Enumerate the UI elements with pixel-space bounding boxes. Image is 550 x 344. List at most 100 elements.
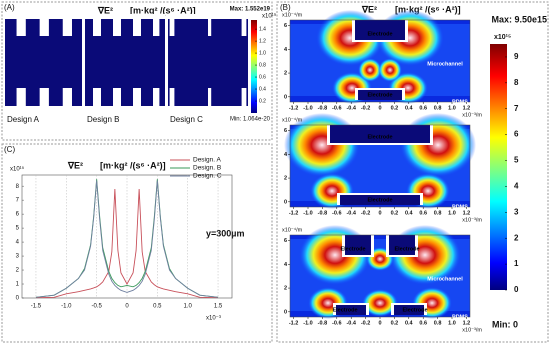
electrode (208, 88, 212, 112)
colorbar-tick-label: 0 (514, 285, 519, 294)
region-label: Electrode (367, 134, 392, 140)
region-label: Microchannel (427, 61, 463, 67)
x-tick-label: -1.2 (289, 105, 298, 111)
electrode-bar (85, 106, 165, 112)
y-tick-label: 6 (284, 128, 287, 134)
colorbar (251, 20, 257, 113)
electrode (358, 90, 402, 100)
x-tick-label: 0 (378, 105, 381, 111)
electrode (389, 235, 415, 255)
colorbar-tick-label: 0.8 (259, 62, 266, 68)
x-tick-label: 0.5 (153, 304, 162, 310)
electrode (113, 88, 121, 112)
x-tick-label: -1.0 (61, 304, 72, 310)
y-axis-label: x10⁻⁴/m (282, 11, 303, 18)
x-tick-label: -1.5 (31, 304, 42, 310)
x-tick-label: -0.6 (332, 105, 341, 111)
field-hotspot (378, 58, 402, 82)
electrode (169, 88, 175, 112)
y-tick-label: 0 (284, 199, 287, 205)
y-multiplier: x10¹⁵ (10, 166, 25, 173)
x-axis-label: x10⁻³/m (462, 112, 482, 118)
electrode (153, 14, 160, 36)
electrode-bar (5, 14, 82, 19)
x-tick-label: 1.0 (448, 320, 456, 326)
x-tick-label: -1.0 (303, 210, 312, 216)
panel-unit: [m·kg² /(s⁶ ·A²)] (395, 4, 461, 14)
y-tick-label: 0 (284, 309, 287, 315)
electrode (208, 14, 212, 36)
annotation: y=300µm (206, 228, 244, 238)
x-tick-label: -1.0 (303, 105, 312, 111)
y-tick-label: 3 (16, 254, 20, 260)
x-tick-label: 0.8 (434, 320, 442, 326)
electrode-bar (168, 14, 248, 19)
x-tick-label: 0.8 (434, 105, 442, 111)
y-tick-label: 4 (16, 240, 20, 246)
x-tick-label: 0.2 (391, 210, 399, 216)
y-tick-label: 7 (16, 198, 20, 204)
electrode (169, 14, 175, 36)
panel-a-frame (1, 1, 273, 141)
x-tick-label: 0.6 (419, 210, 427, 216)
colorbar-tick-label: 4 (514, 182, 519, 191)
x-tick-label: -1.0 (303, 320, 312, 326)
panel-label: (B) (280, 3, 291, 12)
colorbar-tick-label: 1.0 (259, 50, 266, 56)
electrode (39, 88, 49, 112)
x-tick-label: -0.8 (318, 320, 327, 326)
electrode (330, 125, 430, 143)
y-tick-label: 2 (284, 71, 287, 77)
x-tick-label: 1.0 (184, 304, 193, 310)
legend-label: Design. A (193, 157, 221, 164)
electrode (62, 88, 72, 112)
y-tick-label: 2 (16, 268, 20, 274)
x-tick-label: 0 (378, 210, 381, 216)
design-label: Design C (170, 115, 203, 124)
x-tick-label: 0.2 (391, 320, 399, 326)
region-label: PDMS (452, 99, 468, 105)
x-tick-label: -0.2 (361, 320, 370, 326)
min-label: Min: 1.064e-20 (230, 117, 271, 123)
region-label: Electrode (367, 197, 392, 203)
electrode (113, 14, 121, 36)
y-tick-label: 6 (16, 212, 20, 218)
region-label: Electrode (402, 307, 427, 313)
colorbar-tick-label: 1 (514, 259, 519, 268)
y-tick-label: 4 (284, 262, 288, 268)
design-label: Design A (7, 115, 40, 124)
min-label: Min: 0 (492, 319, 518, 329)
panel-c-frame (1, 143, 273, 343)
x-tick-label: -0.4 (346, 320, 356, 326)
design-label: Design B (87, 115, 119, 124)
electrode (16, 14, 26, 36)
x-axis-label: x10⁻³/m (462, 327, 482, 333)
panel-b-frame (276, 1, 549, 343)
x-tick-label: -1.2 (289, 320, 298, 326)
electrode (133, 14, 141, 36)
electrode-bar (5, 106, 82, 112)
x-tick-label: 1.2 (463, 210, 471, 216)
electrode-bar (85, 14, 165, 19)
colorbar-multiplier: x10¹⁵ (494, 34, 511, 41)
electrode (340, 195, 420, 205)
electrode (241, 14, 247, 36)
y-tick-label: 4 (284, 47, 288, 53)
y-axis-label: x10⁻⁴/m (282, 226, 303, 233)
colorbar-tick-label: 9 (514, 52, 519, 61)
y-tick-label: 0 (16, 296, 20, 302)
panel-label: (C) (4, 145, 15, 154)
colorbar-tick-label: 0.2 (259, 98, 266, 104)
region-label: Electrode (367, 92, 392, 98)
legend-label: Design. C (193, 173, 222, 180)
panel-title: ∇E² (361, 4, 377, 14)
x-tick-label: -0.2 (361, 210, 370, 216)
region-label: Electrode (340, 246, 365, 252)
field-hotspot (362, 289, 398, 317)
electrode (16, 88, 26, 112)
x-tick-label: 1.2 (463, 105, 471, 111)
electrode (93, 88, 101, 112)
y-tick-label: 6 (284, 23, 287, 29)
series-line (35, 180, 219, 298)
region-label: PDMS (452, 314, 468, 320)
